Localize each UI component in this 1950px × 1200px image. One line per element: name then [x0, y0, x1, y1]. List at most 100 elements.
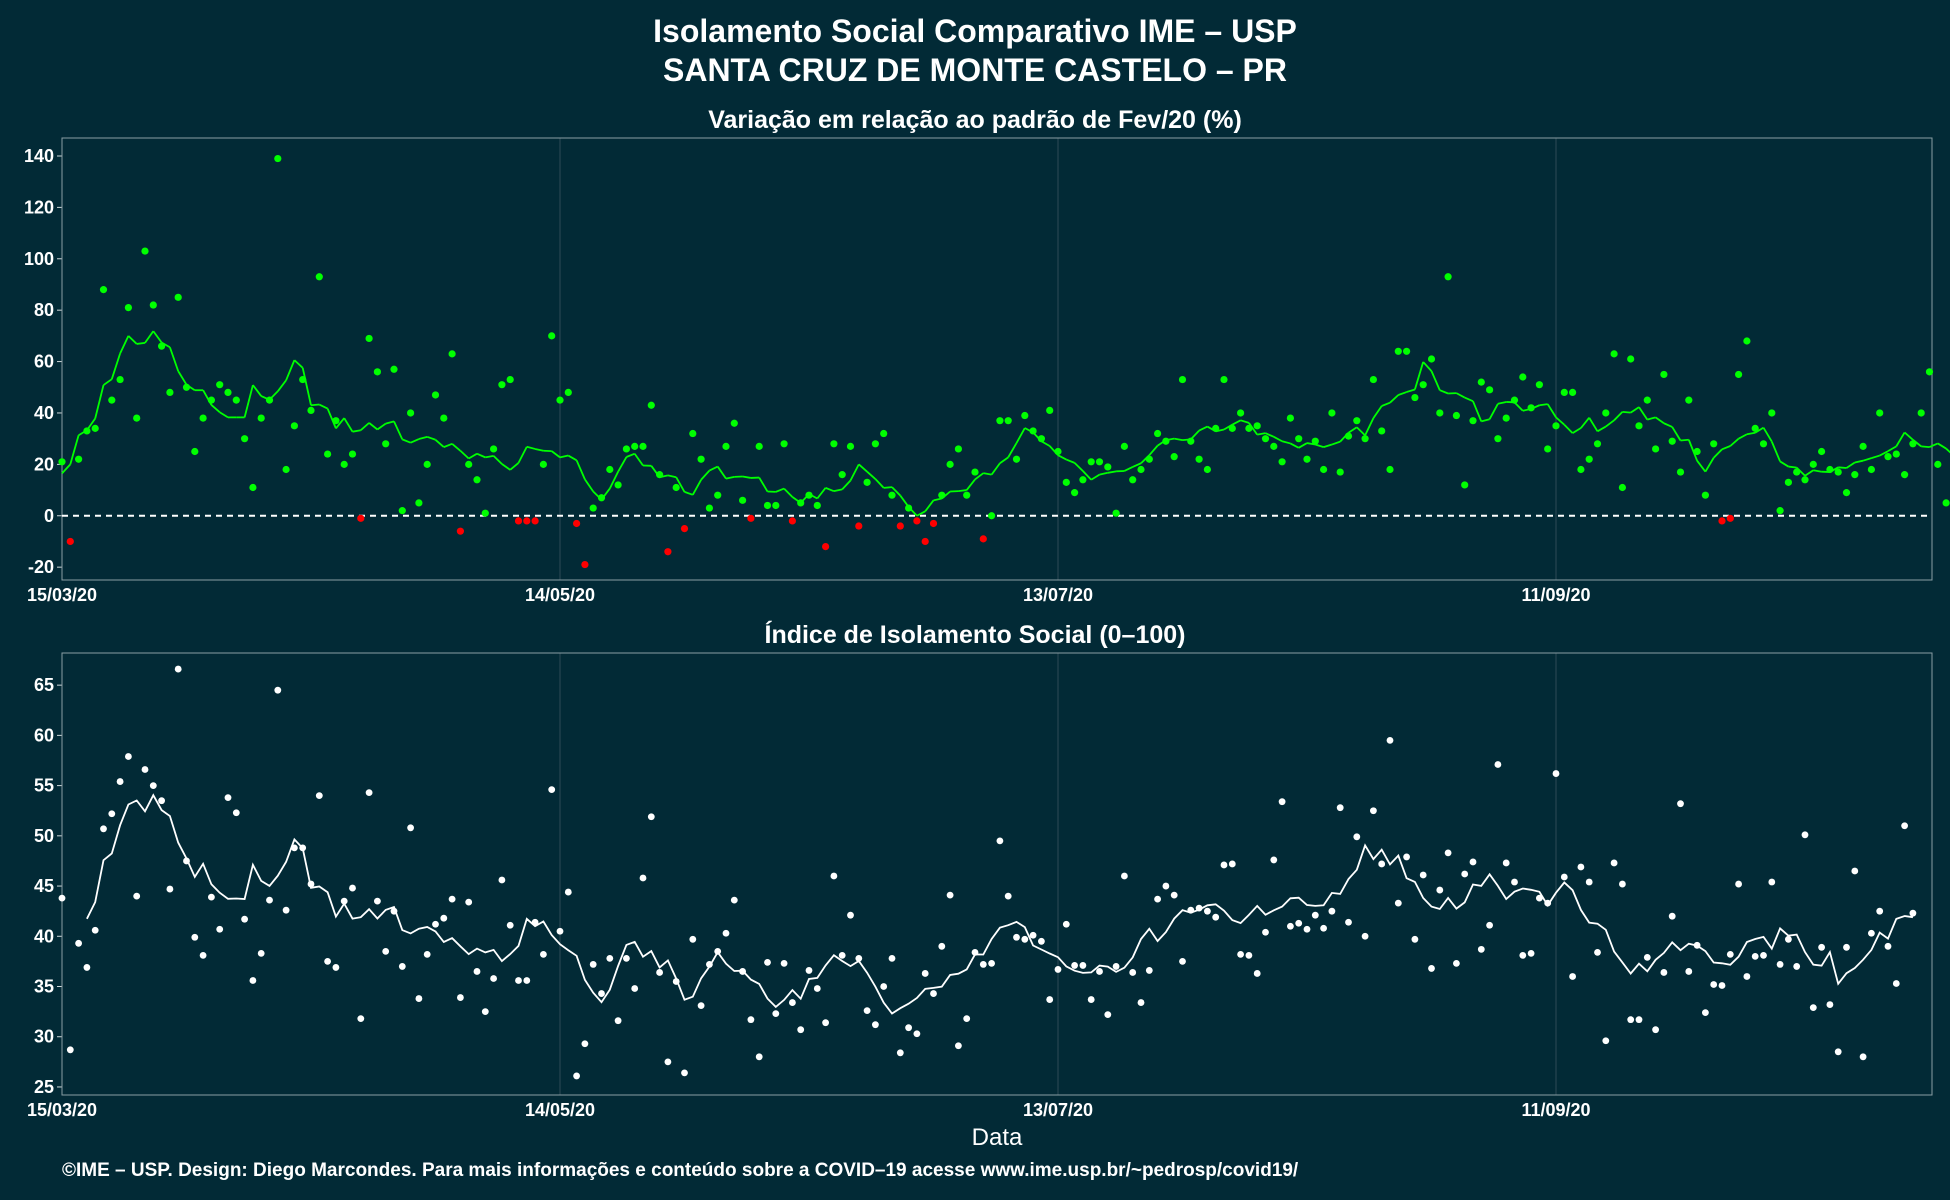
data-point	[1328, 409, 1336, 417]
moving-average-segment	[1539, 403, 1548, 407]
moving-average-segment	[1655, 416, 1665, 424]
data-point	[1145, 967, 1153, 974]
data-point	[1245, 951, 1253, 959]
data-point	[1112, 509, 1120, 517]
y-tick-label: 45	[34, 876, 54, 896]
moving-average-segment	[451, 443, 461, 452]
moving-average-segment	[335, 417, 345, 429]
data-point	[191, 933, 199, 941]
moving-average-segment	[1597, 425, 1607, 433]
data-point	[1046, 996, 1054, 1003]
moving-average-segment	[1323, 443, 1333, 448]
data-point	[1054, 966, 1062, 973]
moving-average-segment	[102, 378, 113, 386]
data-point	[91, 424, 99, 432]
data-point	[880, 983, 888, 990]
data-point	[465, 898, 473, 906]
data-point	[938, 491, 946, 499]
moving-average-segment	[1630, 406, 1640, 414]
data-point	[539, 460, 548, 468]
data-point	[523, 977, 531, 984]
data-point	[1237, 409, 1245, 417]
moving-average-segment	[285, 359, 296, 381]
data-point	[1784, 478, 1792, 486]
x-tick-label: 13/07/20	[1023, 1100, 1093, 1120]
data-point	[1710, 981, 1718, 988]
data-point	[1901, 471, 1909, 479]
data-point	[299, 375, 307, 384]
data-point	[905, 504, 913, 512]
moving-average-segment	[1315, 443, 1324, 448]
data-point	[672, 483, 680, 492]
data-point	[382, 947, 390, 955]
data-point	[174, 293, 182, 301]
data-point	[1884, 453, 1892, 461]
data-point	[1702, 1009, 1709, 1017]
data-point	[407, 824, 414, 832]
y-tick-label: 80	[34, 300, 54, 320]
data-point	[473, 476, 481, 484]
data-point	[1261, 435, 1270, 443]
moving-average-segment	[858, 463, 868, 473]
data-point	[1909, 909, 1917, 917]
data-point	[1884, 942, 1892, 950]
data-point	[1071, 962, 1078, 969]
data-point	[706, 961, 713, 968]
data-point	[1037, 435, 1045, 443]
data-point	[1643, 953, 1651, 961]
moving-average-segment	[874, 478, 885, 489]
moving-average-segment	[709, 465, 719, 472]
y-tick-label: 50	[34, 826, 54, 846]
data-point	[1278, 458, 1286, 466]
panel1-title: Variação em relação ao padrão de Fev/20 …	[708, 106, 1242, 134]
moving-average-segment	[252, 384, 262, 397]
data-point	[1038, 937, 1045, 945]
data-point	[349, 884, 356, 892]
data-point	[1170, 891, 1178, 899]
data-point	[1751, 424, 1759, 432]
moving-average-segment	[127, 335, 138, 345]
data-point	[1593, 440, 1602, 448]
data-point	[1253, 422, 1261, 430]
data-point	[299, 844, 307, 852]
data-point	[1286, 414, 1294, 422]
data-point	[1585, 878, 1593, 886]
data-point	[1303, 925, 1311, 933]
data-point	[1743, 337, 1751, 345]
data-point	[647, 813, 655, 821]
data-point	[905, 1024, 912, 1032]
data-point	[249, 483, 257, 492]
data-point	[1735, 370, 1743, 379]
data-point	[921, 537, 929, 546]
data-point	[747, 1016, 755, 1024]
data-point	[1428, 965, 1435, 972]
moving-average-segment	[849, 463, 860, 481]
data-point	[1353, 417, 1361, 425]
data-point	[1934, 460, 1942, 468]
moving-average-segment	[1281, 440, 1291, 445]
data-point	[257, 414, 265, 422]
moving-average-segment	[675, 476, 686, 493]
moving-average-segment	[1257, 432, 1266, 436]
x-axis-label: Data	[972, 1124, 1023, 1151]
moving-average-segment	[1406, 388, 1416, 393]
moving-average-segment	[1422, 361, 1433, 372]
moving-average-segment	[575, 459, 586, 480]
data-point	[1154, 429, 1162, 438]
moving-average-segment	[866, 471, 876, 480]
moving-average-segment	[684, 491, 694, 496]
moving-average-segment	[1040, 440, 1051, 447]
moving-average-segment	[352, 429, 361, 433]
data-point	[158, 342, 166, 350]
data-point	[1220, 375, 1228, 384]
y-tick-label: 40	[34, 403, 54, 423]
data-point	[365, 789, 373, 797]
data-point	[797, 1026, 805, 1034]
data-point	[1685, 396, 1693, 404]
data-point	[357, 1015, 365, 1023]
y-tick-label: 100	[24, 249, 54, 269]
data-point	[548, 786, 556, 794]
data-point	[1859, 442, 1867, 450]
moving-average-segment	[1838, 466, 1847, 469]
data-point	[58, 894, 66, 902]
